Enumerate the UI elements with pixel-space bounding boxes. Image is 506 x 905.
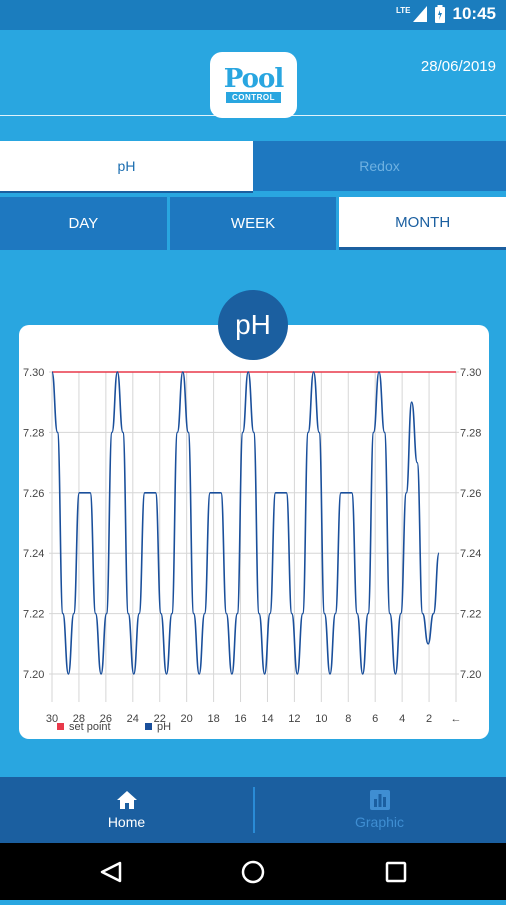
measure-tabs: pH Redox — [0, 141, 506, 193]
battery-icon — [434, 5, 445, 23]
x-tick-label: 4 — [399, 713, 405, 725]
ph-chart: 7.30 7.28 7.26 7.24 7.22 7.20 7.30 7.28 7.26 7.2… — [23, 367, 481, 733]
y-tick-label-right: 7.22 — [460, 609, 481, 621]
x-tick-label: 12 — [288, 713, 300, 725]
y-tick-label-left: 7.24 — [23, 548, 44, 560]
y-tick-label-right: 7.24 — [460, 548, 481, 560]
network-type: LTE — [396, 5, 411, 15]
nav-divider — [253, 787, 255, 833]
home-icon — [116, 791, 137, 809]
bottom-navigation: Home Graphic — [0, 777, 506, 843]
legend-label-ph: pH — [157, 721, 171, 733]
pool-control-logo: Pool CONTROL — [210, 52, 297, 118]
x-tick-label: 20 — [181, 713, 193, 725]
ph-badge: pH — [218, 290, 288, 360]
x-tick-label: ← — [451, 713, 462, 725]
x-tick-label: 30 — [46, 713, 58, 725]
current-date: 28/06/2019 — [420, 58, 496, 75]
x-tick-label: 24 — [127, 713, 139, 725]
x-tick-label: 2 — [426, 713, 432, 725]
y-tick-label-left: 7.22 — [23, 609, 44, 621]
legend-label-set-point: set point — [69, 721, 111, 733]
home-circle-icon[interactable] — [241, 860, 265, 884]
y-tick-label-left: 7.26 — [23, 488, 44, 500]
legend-swatch-ph — [145, 723, 152, 730]
status-bar: LTE 10:45 — [0, 0, 506, 30]
x-tick-label: 14 — [261, 713, 273, 725]
period-selector: DAY WEEK MONTH — [0, 197, 506, 250]
x-tick-label: 10 — [315, 713, 327, 725]
back-icon[interactable] — [100, 861, 122, 883]
x-tick-label: 6 — [372, 713, 378, 725]
x-tick-label: 18 — [207, 713, 219, 725]
app-header: Pool CONTROL 28/06/2019 — [0, 30, 506, 140]
signal-icon — [412, 6, 427, 22]
y-tick-label-right: 7.30 — [460, 367, 481, 379]
recents-icon[interactable] — [385, 861, 407, 883]
status-time: 10:45 — [452, 4, 496, 23]
x-tick-label: 26 — [100, 713, 112, 725]
legend-swatch-set-point — [57, 723, 64, 730]
tab-ph[interactable]: pH — [0, 141, 253, 193]
series-ph — [51, 371, 440, 675]
x-tick-label: 8 — [345, 713, 351, 725]
chart-card: 7.30 7.28 7.26 7.24 7.22 7.20 7.30 7.28 7.26 7.2… — [19, 325, 489, 739]
y-tick-label-left: 7.28 — [23, 427, 44, 439]
y-tick-label-left: 7.20 — [23, 669, 44, 681]
y-tick-label-right: 7.26 — [460, 488, 481, 500]
y-tick-label-left: 7.30 — [23, 367, 44, 379]
period-week-button[interactable]: WEEK — [169, 197, 337, 250]
y-tick-label-right: 7.20 — [460, 669, 481, 681]
x-tick-label: 16 — [234, 713, 246, 725]
tab-redox[interactable]: Redox — [253, 141, 506, 191]
nav-home-label: Home — [107, 814, 146, 830]
nav-graphic-label: Graphic — [354, 814, 405, 830]
bar-chart-icon — [369, 790, 390, 810]
x-tick-label: 28 — [73, 713, 85, 725]
period-month-button[interactable]: MONTH — [339, 197, 506, 250]
y-tick-label-right: 7.28 — [460, 427, 481, 439]
nav-graphic[interactable]: Graphic — [253, 777, 506, 843]
nav-home[interactable]: Home — [0, 777, 253, 843]
period-day-button[interactable]: DAY — [0, 197, 167, 250]
system-navigation-bar — [0, 843, 506, 900]
x-tick-label: 22 — [154, 713, 166, 725]
